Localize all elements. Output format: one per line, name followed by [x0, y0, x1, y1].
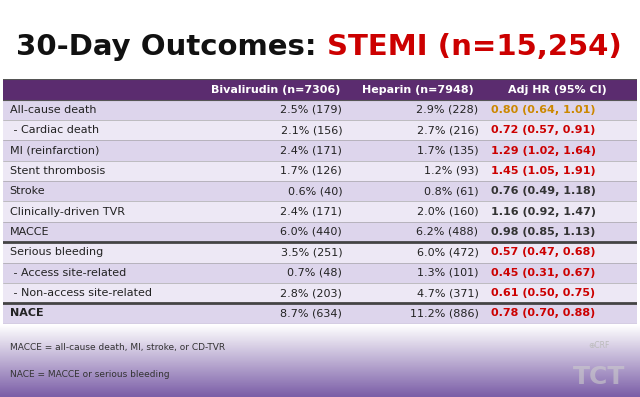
Text: 2.1% (156): 2.1% (156): [280, 125, 342, 135]
Text: 4.7% (371): 4.7% (371): [417, 288, 478, 298]
Text: - Non-access site-related: - Non-access site-related: [10, 288, 152, 298]
Text: 11.2% (886): 11.2% (886): [410, 308, 478, 318]
Text: 0.72 (0.57, 0.91): 0.72 (0.57, 0.91): [491, 125, 595, 135]
Text: STEMI (n=15,254): STEMI (n=15,254): [326, 33, 621, 61]
Text: 2.4% (171): 2.4% (171): [280, 207, 342, 217]
Text: 2.0% (160): 2.0% (160): [417, 207, 478, 217]
Text: 1.2% (93): 1.2% (93): [424, 166, 478, 176]
Text: 2.4% (171): 2.4% (171): [280, 146, 342, 156]
Text: 0.76 (0.49, 1.18): 0.76 (0.49, 1.18): [491, 186, 596, 196]
Text: 1.29 (1.02, 1.64): 1.29 (1.02, 1.64): [491, 146, 596, 156]
Text: 2.7% (216): 2.7% (216): [417, 125, 478, 135]
Text: 1.16 (0.92, 1.47): 1.16 (0.92, 1.47): [491, 207, 596, 217]
Text: 0.57 (0.47, 0.68): 0.57 (0.47, 0.68): [491, 247, 596, 257]
Text: All-cause death: All-cause death: [10, 105, 96, 115]
Text: NACE: NACE: [10, 308, 43, 318]
Bar: [3, 181, 637, 202]
Text: 2.5% (179): 2.5% (179): [280, 105, 342, 115]
Text: 1.45 (1.05, 1.91): 1.45 (1.05, 1.91): [491, 166, 596, 176]
Text: 0.80 (0.64, 1.01): 0.80 (0.64, 1.01): [491, 105, 596, 115]
Text: 6.2% (488): 6.2% (488): [417, 227, 478, 237]
Text: MACCE = all-cause death, MI, stroke, or CD-TVR: MACCE = all-cause death, MI, stroke, or …: [10, 343, 225, 352]
Text: - Cardiac death: - Cardiac death: [10, 125, 99, 135]
Text: 3.5% (251): 3.5% (251): [280, 247, 342, 257]
Text: 8.7% (634): 8.7% (634): [280, 308, 342, 318]
Bar: [3, 202, 637, 222]
Bar: [0, 0, 640, 326]
Text: Bivalirudin (n=7306): Bivalirudin (n=7306): [211, 85, 340, 94]
Text: 2.8% (203): 2.8% (203): [280, 288, 342, 298]
Text: 1.7% (126): 1.7% (126): [280, 166, 342, 176]
Bar: [3, 161, 637, 181]
Text: 30-Day Outcomes:: 30-Day Outcomes:: [16, 33, 327, 61]
Text: ⊕CRF: ⊕CRF: [588, 341, 610, 350]
Text: 1.7% (135): 1.7% (135): [417, 146, 478, 156]
Bar: [3, 262, 637, 283]
Bar: [3, 79, 637, 100]
Text: Serious bleeding: Serious bleeding: [10, 247, 103, 257]
Text: Adj HR (95% CI): Adj HR (95% CI): [508, 85, 607, 94]
Text: Stroke: Stroke: [10, 186, 45, 196]
Text: TCT: TCT: [573, 365, 625, 389]
Bar: [3, 141, 637, 161]
Text: 0.7% (48): 0.7% (48): [287, 268, 342, 278]
Text: Stent thrombosis: Stent thrombosis: [10, 166, 105, 176]
Text: 0.6% (40): 0.6% (40): [287, 186, 342, 196]
Text: 0.8% (61): 0.8% (61): [424, 186, 478, 196]
Text: MACCE: MACCE: [10, 227, 49, 237]
Text: 1.3% (101): 1.3% (101): [417, 268, 478, 278]
Bar: [3, 283, 637, 303]
Text: 0.61 (0.50, 0.75): 0.61 (0.50, 0.75): [491, 288, 595, 298]
Text: Heparin (n=7948): Heparin (n=7948): [362, 85, 474, 94]
Text: NACE = MACCE or serious bleeding: NACE = MACCE or serious bleeding: [10, 370, 170, 379]
Text: 6.0% (440): 6.0% (440): [280, 227, 342, 237]
Bar: [3, 303, 637, 324]
Bar: [3, 100, 637, 120]
Text: MI (reinfarction): MI (reinfarction): [10, 146, 99, 156]
Text: - Access site-related: - Access site-related: [10, 268, 126, 278]
Text: Clinically-driven TVR: Clinically-driven TVR: [10, 207, 125, 217]
Bar: [3, 120, 637, 141]
Bar: [3, 242, 637, 262]
Text: 2.9% (228): 2.9% (228): [416, 105, 478, 115]
Text: 0.98 (0.85, 1.13): 0.98 (0.85, 1.13): [491, 227, 595, 237]
Text: 0.45 (0.31, 0.67): 0.45 (0.31, 0.67): [491, 268, 595, 278]
Text: 0.78 (0.70, 0.88): 0.78 (0.70, 0.88): [491, 308, 595, 318]
Text: 6.0% (472): 6.0% (472): [417, 247, 478, 257]
Bar: [3, 222, 637, 242]
